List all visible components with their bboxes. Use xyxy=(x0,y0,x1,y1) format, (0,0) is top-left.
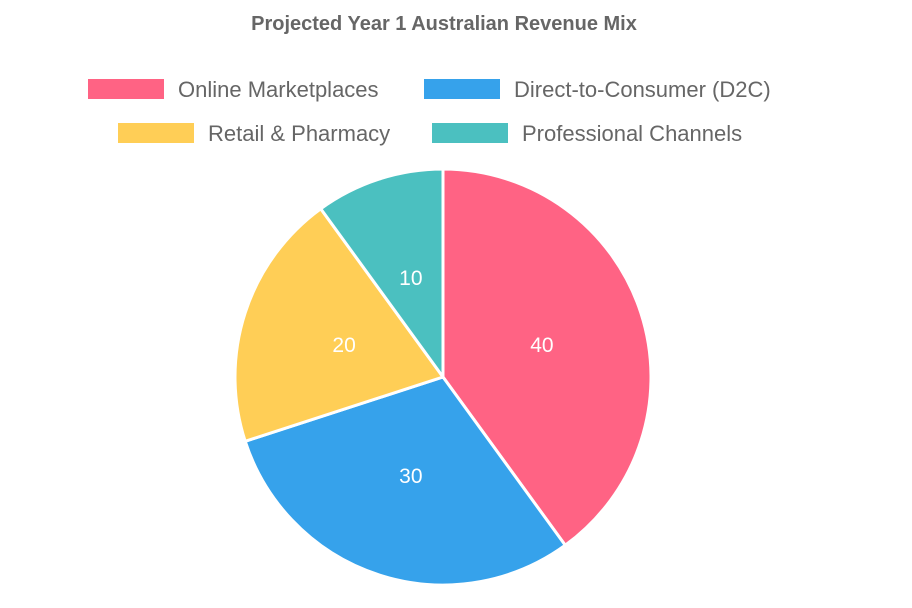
legend-item[interactable]: Retail & Pharmacy xyxy=(118,121,390,146)
legend-swatch xyxy=(88,79,164,99)
chart-legend: Online Marketplaces Direct-to-Consumer (D… xyxy=(88,77,771,146)
pie-slice[interactable] xyxy=(319,167,445,379)
legend-label: Online Marketplaces xyxy=(178,77,379,102)
pie-slice[interactable] xyxy=(441,167,653,547)
legend-label: Professional Channels xyxy=(522,121,742,146)
slice-value-label: 40 xyxy=(530,334,553,357)
slice-value-label: 20 xyxy=(332,334,355,357)
slice-value-label: 30 xyxy=(399,465,422,488)
pie-slice[interactable] xyxy=(233,207,445,443)
slice-value-labels: 40 30 20 10 xyxy=(332,267,553,488)
legend-swatch xyxy=(118,123,194,143)
legend-item[interactable]: Professional Channels xyxy=(432,121,742,146)
legend-item[interactable]: Direct-to-Consumer (D2C) xyxy=(424,77,771,102)
legend-item[interactable]: Online Marketplaces xyxy=(88,77,379,102)
legend-swatch xyxy=(424,79,500,99)
legend-label: Retail & Pharmacy xyxy=(208,121,390,146)
chart-title: Projected Year 1 Australian Revenue Mix xyxy=(251,13,637,35)
legend-swatch xyxy=(432,123,508,143)
pie-slice[interactable] xyxy=(243,375,567,587)
legend-label: Direct-to-Consumer (D2C) xyxy=(514,77,771,102)
pie-slices xyxy=(233,167,653,587)
slice-value-label: 10 xyxy=(399,267,422,290)
